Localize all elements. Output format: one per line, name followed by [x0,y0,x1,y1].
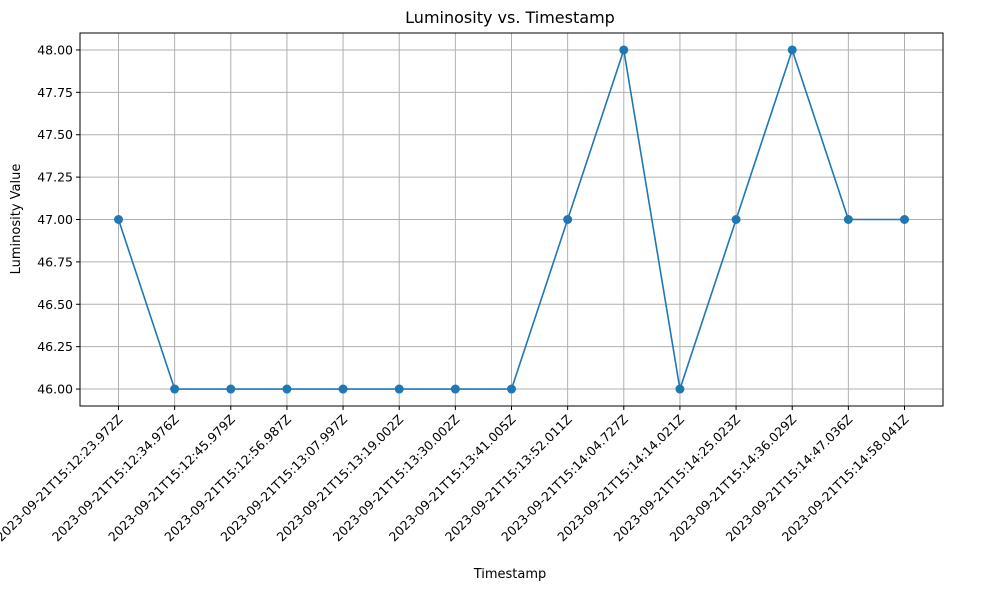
y-tick-label: 47.50 [37,127,73,142]
x-axis: 2023-09-21T15:12:23.972Z2023-09-21T15:12… [0,406,912,544]
y-tick-label: 46.00 [37,382,73,397]
y-tick-label: 47.25 [37,170,73,185]
data-point [507,384,516,394]
data-point [226,384,236,394]
x-axis-label: Timestamp [473,567,547,582]
data-point [338,384,348,394]
y-tick-label: 47.00 [37,212,73,227]
y-tick-label: 48.00 [37,42,73,57]
data-point [675,384,685,394]
data-point [450,384,460,394]
data-point [731,215,741,224]
data-point [563,215,573,224]
y-tick-label: 47.75 [37,85,73,100]
data-point [170,384,180,394]
y-axis-label: Luminosity Value [9,164,24,275]
data-point [282,384,292,394]
data-point [900,215,909,224]
series-group [114,45,909,394]
y-tick-label: 46.75 [37,254,73,269]
data-point [619,45,629,55]
data-point [843,215,853,224]
y-axis: 46.00 46.25 46.50 46.75 47.00 47.25 47.50 47.75… [37,42,80,397]
data-point [787,45,797,55]
grid [80,33,943,406]
data-point [114,215,123,224]
data-point [394,384,404,394]
y-tick-label: 46.25 [37,339,73,354]
chart-title: Luminosity vs. Timestamp [405,8,615,27]
y-tick-label: 46.50 [37,297,73,312]
